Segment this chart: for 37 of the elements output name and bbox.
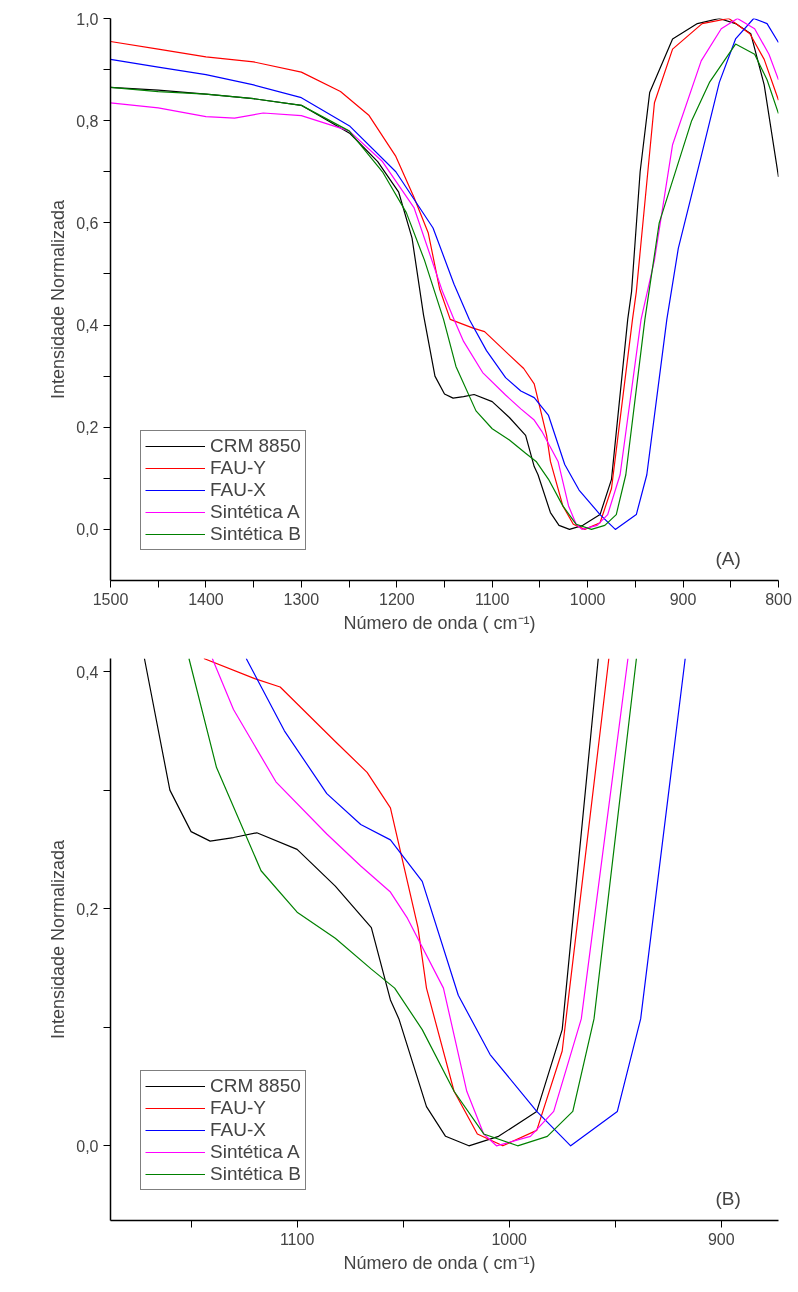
x-tick-label: 1000 — [569, 590, 606, 608]
y-tick-label: 0,0 — [76, 521, 99, 539]
legend-label: FAU-Y — [210, 457, 266, 479]
x-tick-label: 900 — [669, 590, 697, 608]
y-axis-title: Intensidade Normalizada — [48, 198, 69, 400]
legend-label: CRM 8850 — [210, 1075, 301, 1097]
x-tick-label: 1000 — [491, 1230, 528, 1248]
x-tick-label: 1100 — [475, 590, 510, 608]
legend-label: Sintética A — [210, 501, 300, 523]
legend-label: Sintética B — [210, 523, 301, 545]
y-tick-label: 0,0 — [76, 1137, 99, 1155]
legend-label: Sintética A — [210, 1141, 300, 1163]
y-tick-label: 0,4 — [76, 663, 99, 681]
y-tick-label: 1,0 — [76, 10, 99, 28]
legend-label: CRM 8850 — [210, 435, 301, 457]
legend-label: FAU-X — [210, 479, 266, 501]
x-tick-label: 800 — [765, 590, 792, 608]
annotation: (A) — [715, 547, 741, 569]
x-tick-label: 1400 — [188, 590, 224, 608]
y-tick-label: 0,6 — [76, 214, 99, 232]
annotation: (B) — [715, 1187, 741, 1209]
y-tick-label: 0,4 — [76, 317, 99, 335]
y-axis-title: Intensidade Normalizada — [48, 838, 69, 1040]
legend-label: FAU-Y — [210, 1097, 266, 1119]
y-tick-label: 0,2 — [76, 900, 99, 918]
x-tick-label: 900 — [707, 1230, 735, 1248]
y-tick-label: 0,2 — [76, 419, 99, 437]
x-tick-label: 1200 — [378, 590, 415, 608]
x-axis-title: Número de onda ( cm⁻¹) — [343, 612, 536, 633]
x-axis-title: Número de onda ( cm⁻¹) — [343, 1252, 536, 1273]
legend-label: FAU-X — [210, 1119, 266, 1141]
x-tick-label: 1100 — [279, 1230, 315, 1248]
y-tick-label: 0,8 — [76, 112, 99, 130]
line-series — [143, 658, 599, 1147]
x-tick-label: 1500 — [92, 590, 129, 608]
legend-label: Sintética B — [210, 1163, 301, 1185]
x-tick-label: 1300 — [283, 590, 320, 608]
